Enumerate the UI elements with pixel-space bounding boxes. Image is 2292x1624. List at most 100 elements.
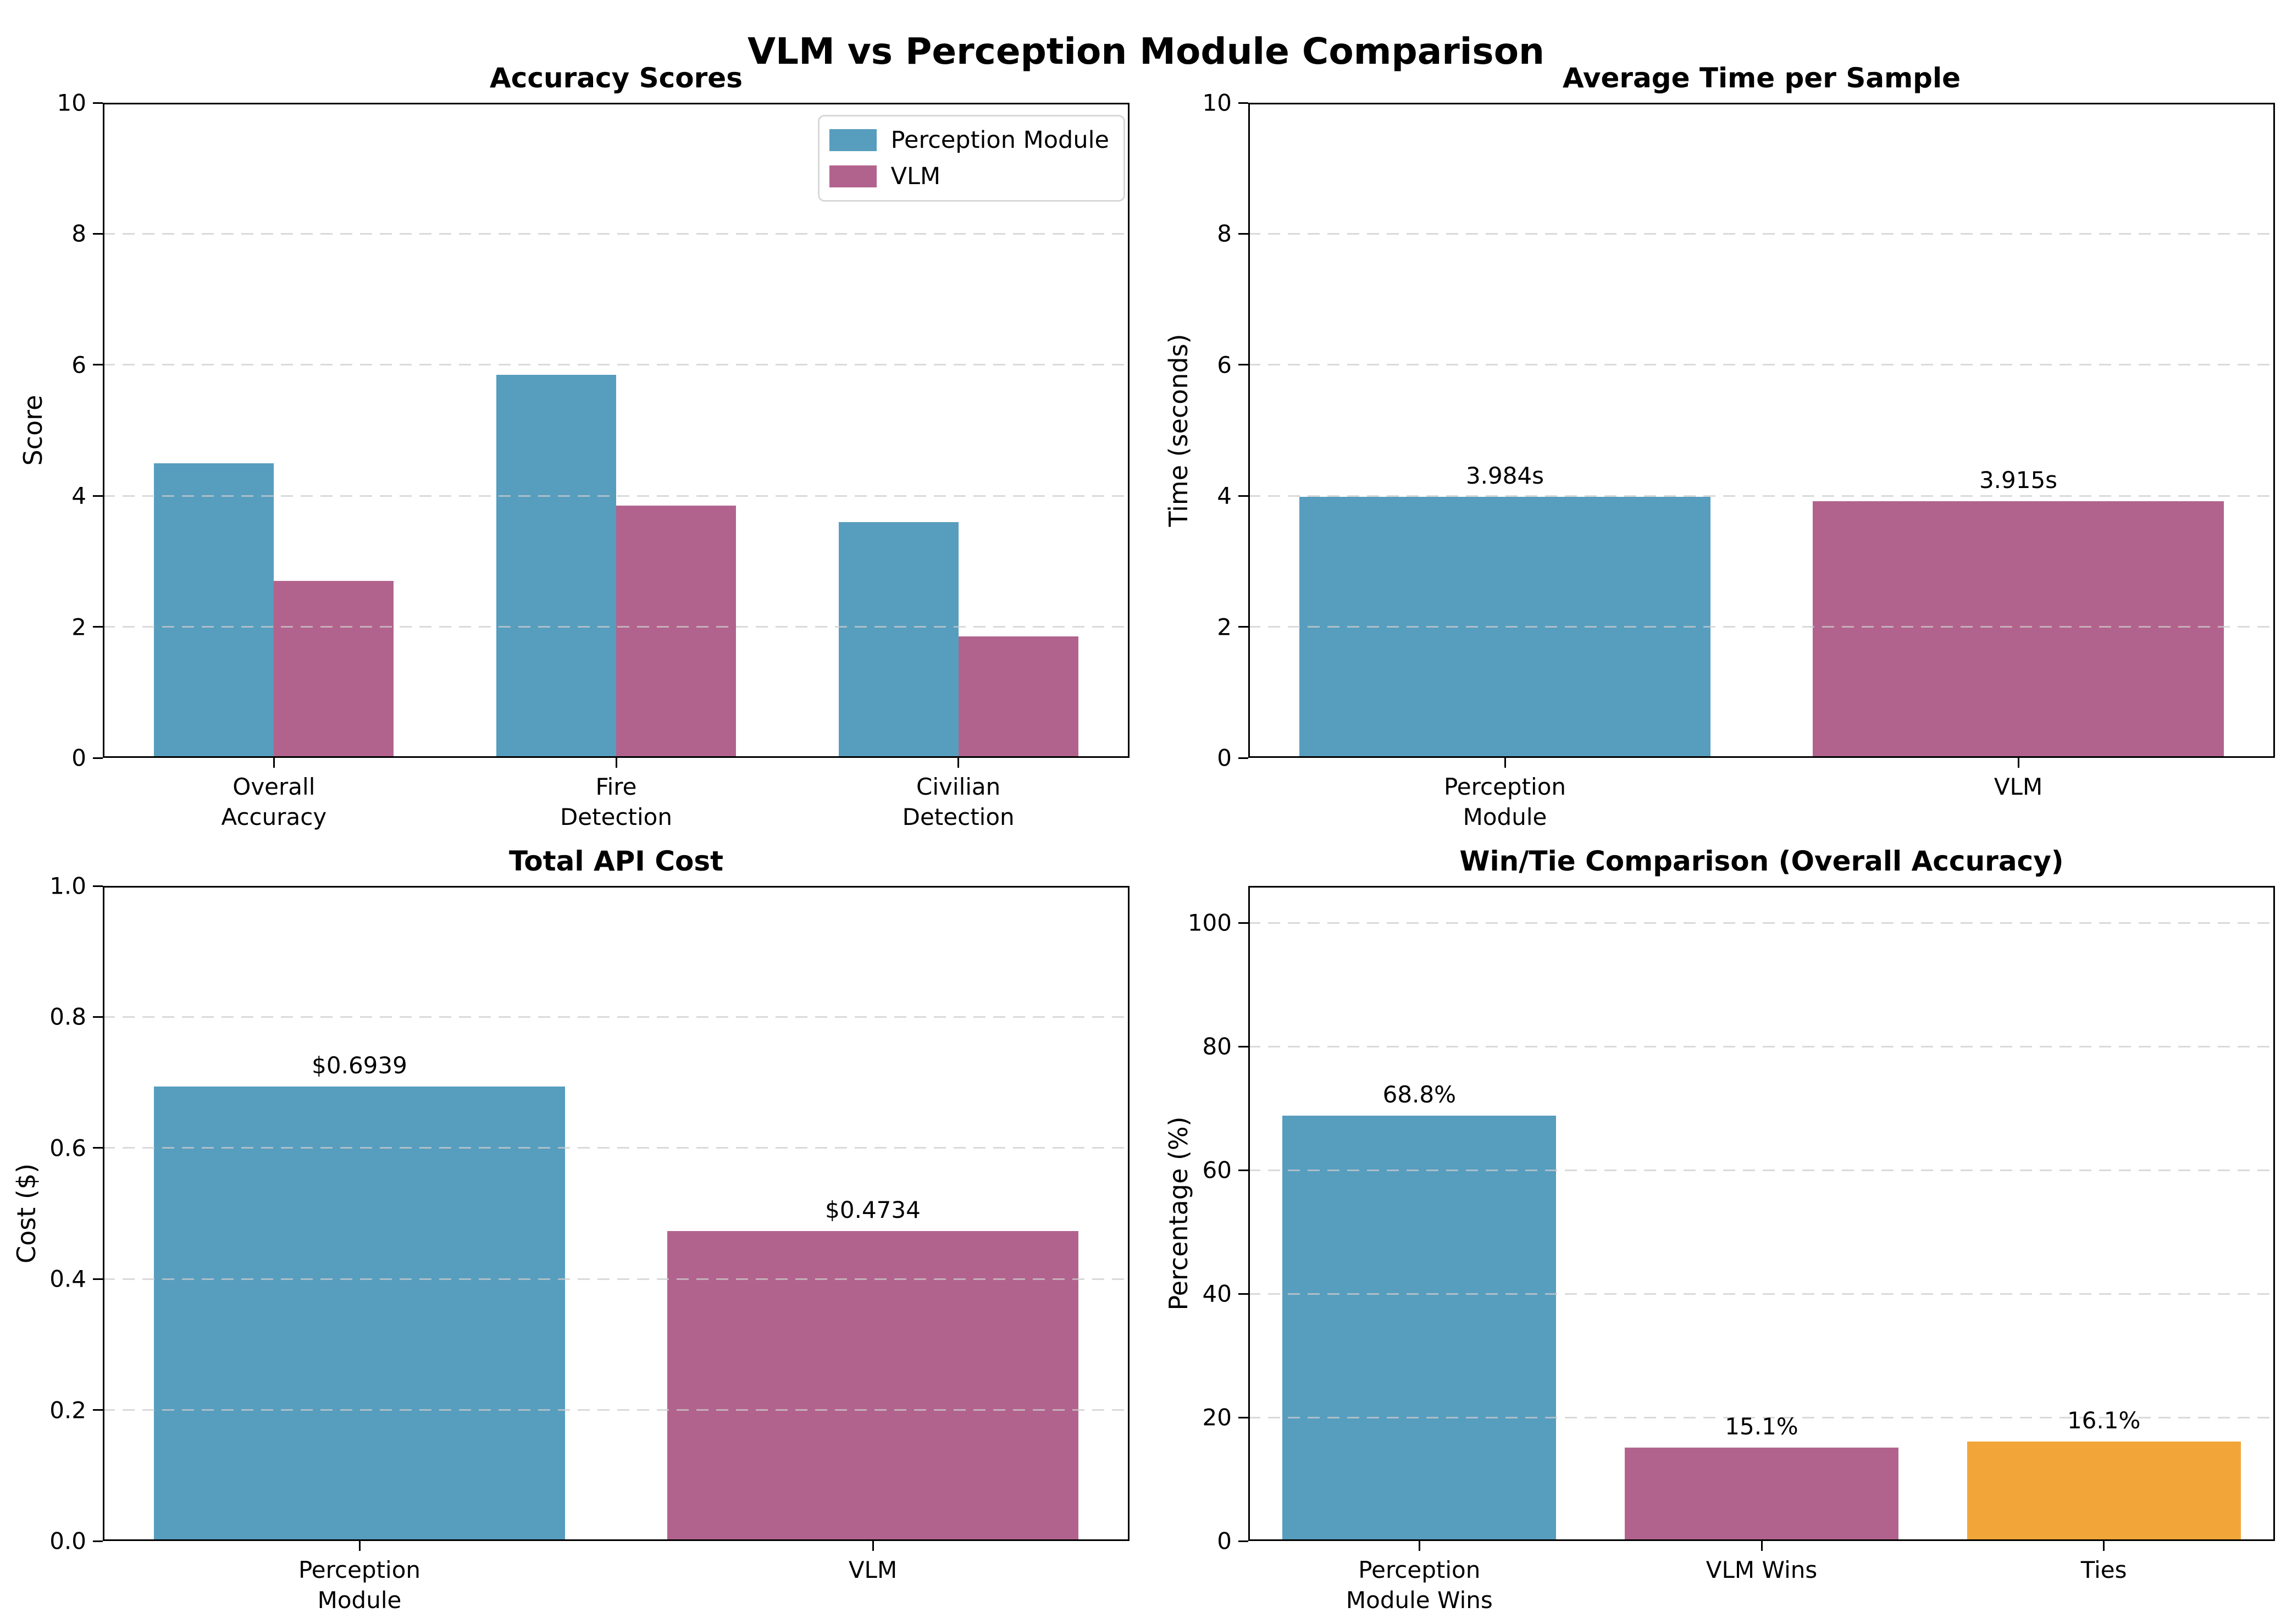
- x-tick-label-line: Module: [1463, 803, 1547, 830]
- gridline: [103, 1147, 1130, 1149]
- x-tick-label-line: Overall: [232, 773, 315, 800]
- bar: [1282, 1116, 1557, 1541]
- y-tick-label: 10: [57, 89, 86, 117]
- x-tick-mark: [2103, 1541, 2105, 1551]
- y-tick-mark: [1238, 1416, 1248, 1418]
- y-axis-label-time: Time (seconds): [1164, 334, 1193, 527]
- x-tick-mark: [273, 758, 275, 768]
- bar-value-label: 16.1%: [2067, 1406, 2141, 1434]
- bar-vlm: [616, 506, 736, 758]
- x-tick-label: Civilian Detection: [805, 772, 1112, 832]
- bar: [1624, 1448, 1899, 1541]
- y-tick-label: 60: [1202, 1156, 1232, 1184]
- y-tick-mark: [1238, 1169, 1248, 1171]
- gridline: [1248, 626, 2275, 628]
- gridline: [103, 1016, 1130, 1018]
- chart-title-cost: Total API Cost: [508, 845, 724, 877]
- gridline: [1248, 922, 2275, 924]
- x-tick-label-line: Module: [317, 1586, 402, 1614]
- y-tick-label: 0.8: [49, 1003, 86, 1030]
- gridline: [1248, 1045, 2275, 1047]
- y-tick-mark: [1238, 1045, 1248, 1047]
- x-tick-label-line: Detection: [902, 803, 1015, 830]
- y-tick-label: 2: [1217, 613, 1232, 641]
- y-tick-label: 0.2: [49, 1396, 86, 1424]
- bar-vlm: [958, 636, 1078, 758]
- gridline: [1248, 1416, 2275, 1418]
- x-tick-mark: [1418, 1541, 1420, 1551]
- bar-vlm: [274, 581, 394, 758]
- legend-swatch-vlm: [829, 165, 877, 187]
- x-tick-mark: [2017, 758, 2019, 768]
- bar: [154, 1086, 565, 1541]
- x-tick-mark: [358, 1541, 361, 1551]
- y-tick-mark: [93, 757, 103, 759]
- legend-label-vlm: VLM: [890, 163, 941, 190]
- y-tick-mark: [1238, 495, 1248, 497]
- x-tick-label: Perception Module Wins: [1265, 1555, 1573, 1615]
- y-tick-mark: [1238, 626, 1248, 628]
- x-tick-label-line: VLM: [1994, 773, 2043, 800]
- x-tick-label-line: Module Wins: [1346, 1586, 1493, 1614]
- gridline: [103, 626, 1130, 628]
- y-tick-label: 0: [1217, 744, 1232, 772]
- x-tick-label-line: VLM: [848, 1556, 898, 1583]
- y-tick-label: 8: [71, 220, 86, 247]
- y-tick-mark: [93, 364, 103, 366]
- y-tick-mark: [93, 232, 103, 235]
- y-tick-mark: [1238, 102, 1248, 104]
- y-tick-mark: [93, 1147, 103, 1149]
- bar: [1967, 1441, 2241, 1541]
- x-tick-mark: [957, 758, 960, 768]
- y-tick-mark: [93, 885, 103, 887]
- y-tick-label: 80: [1202, 1033, 1232, 1060]
- bar-value-label: $0.6939: [312, 1051, 407, 1079]
- x-tick-label: VLM: [1864, 772, 2172, 802]
- bar-perception-module: [838, 522, 959, 758]
- x-tick-label: Perception Module: [1351, 772, 1659, 832]
- y-tick-label: 6: [1217, 351, 1232, 379]
- bar-perception-module: [154, 463, 274, 758]
- x-tick-label-line: VLM Wins: [1706, 1556, 1818, 1583]
- y-tick-mark: [1238, 757, 1248, 759]
- y-tick-label: 20: [1202, 1404, 1232, 1431]
- plot-area-accuracy: Perception Module VLM 0 2 4 6 8 10 Overall Accu…: [57, 90, 1130, 830]
- x-tick-label-line: Perception: [298, 1556, 421, 1583]
- y-tick-mark: [1238, 922, 1248, 924]
- y-tick-label: 0.0: [49, 1527, 86, 1555]
- x-tick-mark: [1504, 758, 1506, 768]
- y-tick-label: 0: [1217, 1527, 1232, 1555]
- y-tick-label: 1.0: [49, 872, 86, 900]
- gridline: [1248, 364, 2275, 366]
- y-tick-mark: [93, 495, 103, 497]
- figure-title: VLM vs Perception Module Comparison: [747, 30, 1545, 73]
- plot-area-wintie: 0 20 40 60 80 100 68.8% 15.1% 16.1% Perception Mod…: [1188, 886, 2275, 1614]
- legend-item-vlm: VLM: [829, 163, 1109, 190]
- bar: [667, 1231, 1078, 1541]
- bar-value-label: 68.8%: [1382, 1081, 1457, 1108]
- x-tick-label: VLM Wins: [1608, 1555, 1915, 1586]
- legend-swatch-perception-module: [829, 129, 877, 151]
- y-tick-label: 6: [71, 351, 86, 379]
- x-tick-label-line: Ties: [2080, 1556, 2127, 1583]
- y-axis-label-wintie: Percentage (%): [1164, 1116, 1193, 1311]
- x-tick-label: Overall Accuracy: [120, 772, 428, 832]
- y-tick-label: 0: [71, 744, 86, 772]
- bar-value-label: 3.984s: [1465, 462, 1544, 490]
- x-tick-label: Ties: [1950, 1555, 2258, 1586]
- y-tick-label: 10: [1202, 89, 1232, 117]
- x-tick-label-line: Fire: [595, 773, 637, 800]
- gridline: [103, 364, 1130, 366]
- y-tick-mark: [1238, 232, 1248, 235]
- y-axis-label-accuracy: Score: [18, 395, 48, 466]
- x-tick-label-line: Civilian: [916, 773, 1001, 800]
- y-tick-label: 2: [71, 613, 86, 641]
- x-tick-label: Fire Detection: [462, 772, 770, 832]
- legend-label-perception-module: Perception Module: [890, 126, 1109, 154]
- gridline: [103, 495, 1130, 497]
- x-tick-mark: [615, 758, 617, 768]
- gridline: [103, 232, 1130, 235]
- bar-perception-module: [496, 374, 616, 758]
- y-tick-label: 8: [1217, 220, 1232, 247]
- bar-value-label: 15.1%: [1725, 1413, 1798, 1440]
